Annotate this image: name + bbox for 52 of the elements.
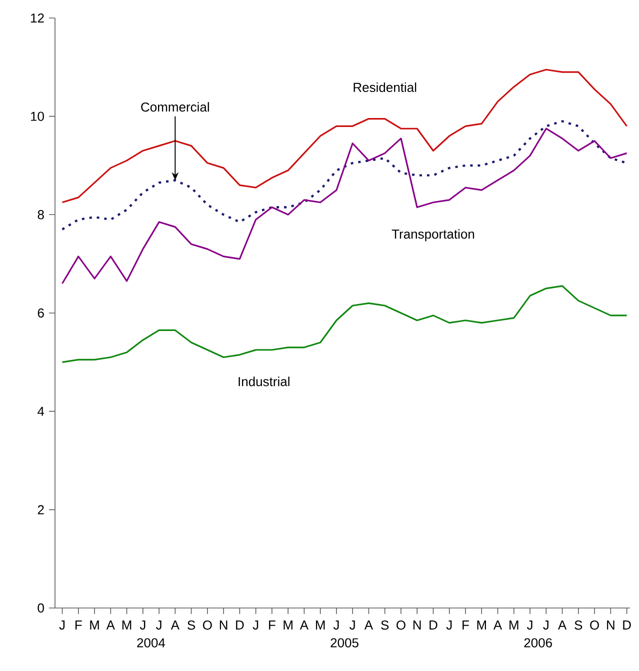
text: Residential (354, 82, 416, 92)
x-tick-label: J (350, 620, 355, 630)
y-tick-label: 12 (30, 13, 44, 23)
x-tick-label: M (284, 620, 292, 630)
x-tick-label: J (543, 620, 548, 630)
text: 2006 (524, 638, 552, 648)
x-tick-label: A (364, 620, 374, 630)
text: Transportation (392, 229, 474, 242)
text: Commercial (141, 102, 209, 112)
x-tick-label: A (300, 620, 309, 630)
x-tick-label: D (236, 620, 244, 630)
text: 2004 (137, 638, 166, 648)
x-tick-label: N (607, 620, 614, 630)
x-tick-label: D (623, 620, 631, 630)
y-tick-label: 4 (38, 406, 44, 416)
text: 2005 (330, 638, 358, 648)
x-tick-label: A (170, 620, 180, 630)
x-tick-label: A (106, 620, 115, 630)
line-series (61, 68, 628, 204)
x-tick-label: J (252, 620, 258, 630)
x-tick-label: O (202, 620, 212, 630)
x-tick-label: M (477, 620, 486, 630)
x-tick-label: N (220, 620, 228, 630)
x-tick-label: S (188, 620, 196, 630)
x-tick-label: J (526, 620, 532, 630)
x-tick-label: A (558, 620, 567, 630)
x-tick-label: F (269, 620, 276, 630)
y-tick-label: 10 (30, 112, 44, 121)
x-tick-label: F (75, 620, 82, 630)
y-tick-label: 0 (38, 603, 44, 613)
x-tick-label: F (462, 620, 469, 630)
line-series (61, 128, 628, 284)
x-tick-label: N (413, 620, 421, 630)
x-tick-label: J (156, 620, 162, 630)
x-tick-label: S (574, 620, 582, 630)
x-tick-label: O (396, 620, 406, 630)
x-tick-label: A (493, 620, 502, 630)
x-tick-label: M (90, 620, 99, 630)
x-tick-label: J (140, 620, 146, 630)
y-tick-label: 2 (38, 505, 44, 514)
x-tick-label: M (316, 620, 325, 630)
x-tick-label: M (122, 620, 132, 630)
x-tick-label: M (510, 620, 518, 630)
x-tick-label: J (333, 620, 339, 630)
y-tick-label: 8 (38, 210, 44, 220)
x-tick-label: J (59, 620, 65, 630)
x-tick-label: D (430, 620, 438, 630)
x-tick-label: J (446, 620, 452, 630)
series-label: Industrial (238, 376, 290, 386)
x-tick-label: O (590, 620, 599, 630)
x-tick-label: S (381, 620, 389, 630)
y-tick-label: 6 (38, 308, 44, 318)
